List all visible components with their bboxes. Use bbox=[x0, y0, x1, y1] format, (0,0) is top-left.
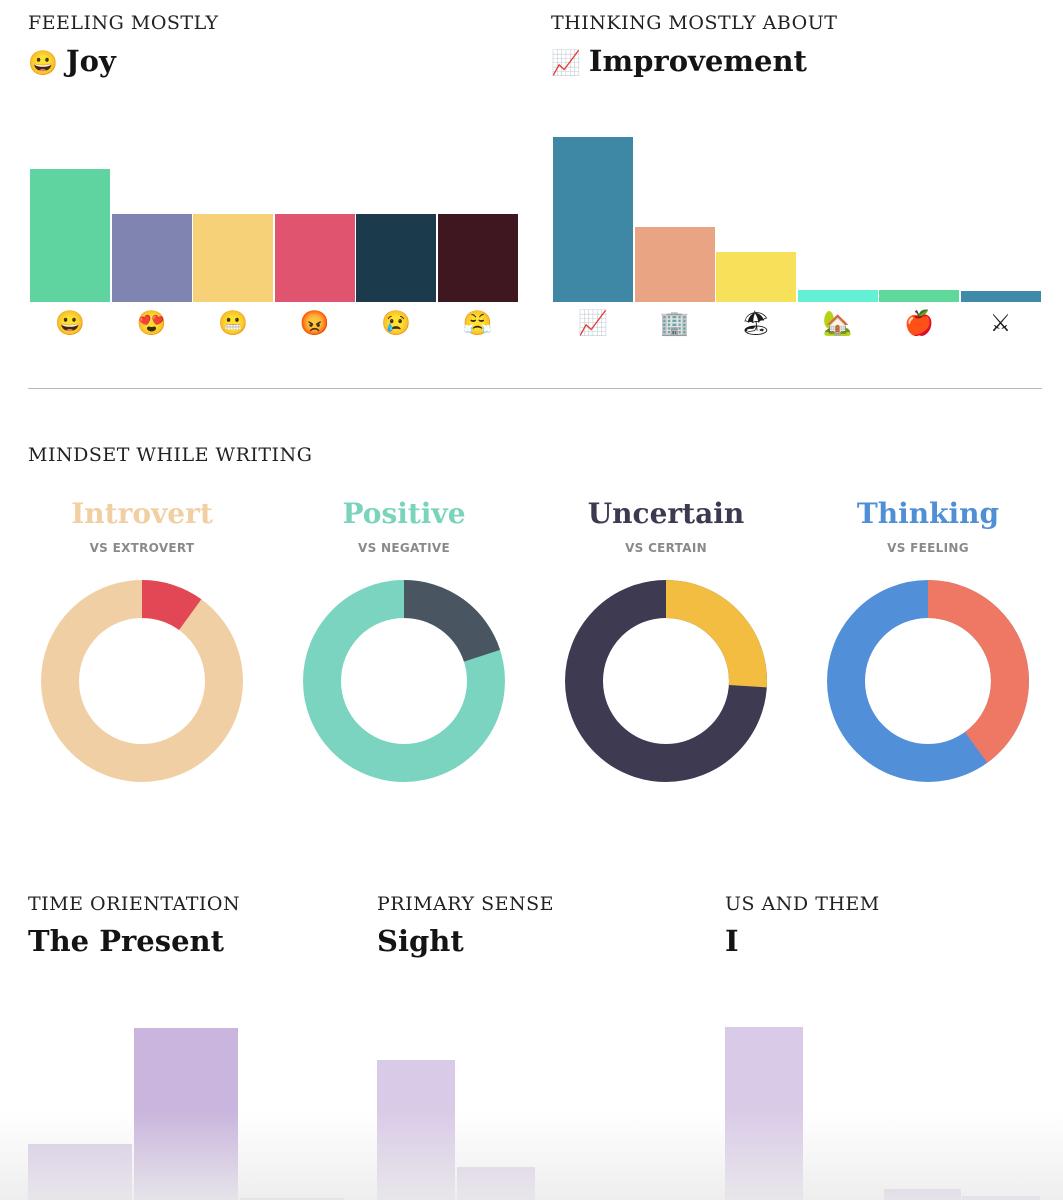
mindset-donut-2-slice-negative bbox=[303, 580, 505, 782]
time-orientation-title: The Present bbox=[28, 924, 225, 958]
mindset-caption: MINDSET WHILE WRITING bbox=[28, 444, 313, 466]
mindset-subtitle-4: VS FEELING bbox=[887, 541, 969, 555]
mindset-donut-3-slice-certain bbox=[565, 580, 767, 782]
feeling-emoji-axis: 😀 😍 😬 😡 😢 😤 bbox=[30, 308, 520, 338]
section-divider bbox=[28, 388, 1042, 389]
feeling-caption: FEELING MOSTLY bbox=[28, 12, 219, 34]
primary-sense-bar-chart bbox=[377, 1020, 707, 1200]
feeling-bar-5 bbox=[356, 214, 436, 302]
feeling-bar-4 bbox=[274, 214, 355, 302]
mindset-subtitle-1: VS EXTROVERT bbox=[89, 541, 195, 555]
mindset-donut-2 bbox=[303, 580, 505, 782]
mindset-title-1: Introvert bbox=[71, 497, 213, 530]
mindset-donut-3 bbox=[565, 580, 767, 782]
feeling-bar-3 bbox=[193, 214, 273, 302]
primary-sense-bar-2 bbox=[457, 1167, 535, 1200]
thinking-category-emoji-icon-4: 🏡 bbox=[822, 309, 853, 337]
mindset-title-4: Thinking bbox=[856, 497, 1000, 530]
mindset-title-2: Positive bbox=[342, 497, 466, 530]
us-and-them-bar-1 bbox=[725, 1027, 803, 1200]
time-orientation-bar-chart bbox=[28, 1020, 358, 1200]
us-and-them-bar-4 bbox=[962, 1196, 1040, 1200]
feeling-category-emoji-icon-5: 😢 bbox=[381, 309, 411, 337]
thinking-category-emoji-icon-3: 🏖 bbox=[740, 309, 772, 337]
thinking-category-emoji-icon-5: 🍎 bbox=[904, 309, 934, 337]
thinking-bar-1 bbox=[553, 137, 633, 302]
time-orientation-bar-1 bbox=[28, 1144, 132, 1200]
thinking-category-emoji-icon-6: ⚔ bbox=[989, 309, 1012, 337]
thinking-title-text: Improvement bbox=[588, 44, 807, 78]
mindset-donut-1 bbox=[41, 580, 243, 782]
thinking-bar-2 bbox=[634, 227, 715, 302]
mindset-subtitle-3: VS CERTAIN bbox=[625, 541, 707, 555]
feeling-category-emoji-icon-4: 😡 bbox=[299, 309, 330, 337]
mindset-donut-1-slice-introvert bbox=[41, 580, 243, 782]
thinking-title: 📈 Improvement bbox=[551, 44, 807, 78]
thinking-bar-5 bbox=[879, 290, 959, 302]
feeling-title: 😀 Joy bbox=[28, 44, 116, 78]
mindset-donut-4-slice-feeling bbox=[827, 580, 1029, 782]
feeling-bar-6 bbox=[437, 214, 518, 302]
feeling-category-emoji-icon-3: 😬 bbox=[218, 309, 248, 337]
feeling-category-emoji-icon-1: 😀 bbox=[55, 309, 85, 337]
mindset-subtitle-2: VS NEGATIVE bbox=[358, 541, 450, 555]
thinking-category-emoji-icon-1: 📈 bbox=[578, 309, 608, 337]
thinking-bar-chart bbox=[553, 132, 1043, 302]
chart-increasing-emoji-icon: 📈 bbox=[551, 48, 581, 77]
thinking-bar-3 bbox=[716, 252, 796, 302]
mindset-donut-1-slice-extrovert bbox=[41, 580, 243, 782]
us-and-them-bar-3 bbox=[884, 1189, 961, 1200]
time-orientation-bar-2 bbox=[134, 1028, 238, 1200]
feeling-bar-2 bbox=[111, 214, 192, 302]
us-and-them-caption: US AND THEM bbox=[725, 893, 880, 915]
primary-sense-caption: PRIMARY SENSE bbox=[377, 893, 554, 915]
feeling-bar-1 bbox=[30, 169, 110, 302]
mindset-title-3: Uncertain bbox=[587, 497, 745, 530]
time-orientation-caption: TIME ORIENTATION bbox=[28, 893, 241, 915]
thinking-category-emoji-icon-2: 🏢 bbox=[659, 309, 690, 337]
feeling-bar-chart bbox=[30, 132, 520, 302]
thinking-bar-6 bbox=[960, 291, 1041, 302]
mindset-donut-4 bbox=[827, 580, 1029, 782]
primary-sense-title: Sight bbox=[377, 924, 464, 958]
thinking-bar-4 bbox=[797, 290, 878, 302]
us-and-them-title: I bbox=[725, 924, 739, 958]
primary-sense-bar-1 bbox=[377, 1060, 455, 1200]
feeling-title-text: Joy bbox=[65, 44, 116, 78]
feeling-category-emoji-icon-2: 😍 bbox=[136, 309, 167, 337]
joy-emoji-icon: 😀 bbox=[28, 48, 58, 77]
thinking-emoji-axis: 📈 🏢 🏖 🏡 🍎 ⚔ bbox=[553, 308, 1043, 338]
us-and-them-bar-chart bbox=[725, 1020, 1045, 1200]
feeling-category-emoji-icon-6: 😤 bbox=[462, 309, 493, 337]
thinking-caption: THINKING MOSTLY ABOUT bbox=[551, 12, 838, 34]
